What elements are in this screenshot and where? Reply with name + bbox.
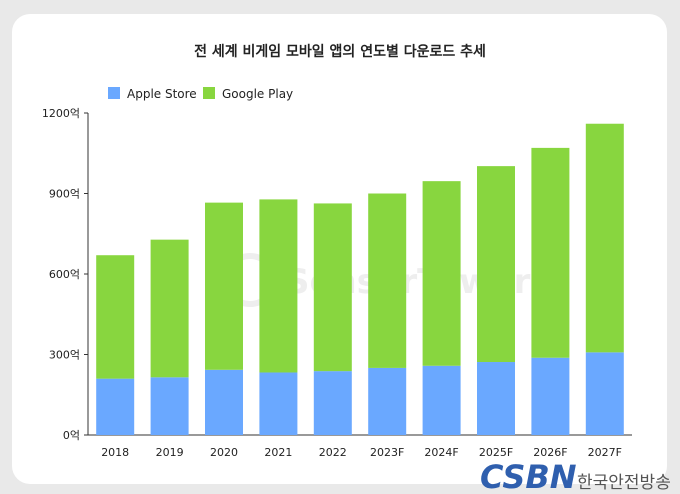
bar-apple-store-2026F (531, 357, 570, 435)
x-axis-ticks: 2018 2019 2020 2021 2022 2023F 2024F 2025F 2026F… (101, 446, 622, 459)
y-axis-ticks: 0억 300억 600억 900억 1200억 (42, 107, 88, 442)
bar-apple-store-2020 (205, 369, 243, 435)
bar-google-play-2027F (585, 123, 624, 353)
bar-google-play-2019 (150, 239, 189, 378)
bar-google-play-2026F (531, 147, 570, 358)
x-tick-label: 2027F (588, 446, 622, 459)
bar-apple-store-2022 (313, 371, 352, 435)
bar-google-play-2024F (422, 181, 461, 366)
broadcaster-logo: CSBN 한국안전방송 (480, 458, 671, 494)
x-tick-label: 2018 (101, 446, 129, 459)
logo-mark: CSBN (480, 458, 577, 494)
x-tick-label: 2019 (156, 446, 184, 459)
bar-google-play-2025F (477, 166, 515, 363)
bar-apple-store-2021 (259, 372, 298, 435)
bar-apple-store-2024F (422, 365, 461, 435)
x-tick-label: 2025F (479, 446, 513, 459)
y-tick-label: 600억 (49, 268, 80, 281)
legend-label-apple-store: Apple Store (127, 87, 197, 101)
bar-apple-store-2025F (477, 362, 515, 435)
y-tick-label: 900억 (49, 188, 80, 201)
chart-title: 전 세계 비게임 모바일 앱의 연도별 다운로드 추세 (194, 43, 486, 60)
y-tick-label: 0억 (63, 429, 80, 442)
legend-label-google-play: Google Play (222, 87, 293, 101)
bar-apple-store-2018 (96, 378, 135, 435)
bars (96, 123, 624, 435)
bar-google-play-2022 (313, 203, 352, 372)
bar-google-play-2020 (205, 202, 243, 370)
x-tick-label: 2024F (424, 446, 458, 459)
bar-apple-store-2019 (150, 377, 189, 435)
bar-apple-store-2027F (585, 352, 624, 435)
bar-google-play-2018 (96, 255, 135, 379)
bar-google-play-2021 (259, 199, 298, 373)
legend: Apple Store Google Play (108, 87, 293, 101)
legend-swatch-google-play (203, 87, 215, 99)
x-tick-label: 2026F (533, 446, 567, 459)
bar-apple-store-2023F (368, 367, 407, 435)
y-tick-label: 1200억 (42, 107, 80, 120)
x-tick-label: 2021 (264, 446, 292, 459)
logo-text: 한국안전방송 (577, 473, 671, 493)
bar-google-play-2023F (368, 193, 407, 368)
legend-swatch-apple-store (108, 87, 120, 99)
x-tick-label: 2023F (370, 446, 404, 459)
x-tick-label: 2022 (319, 446, 347, 459)
x-tick-label: 2020 (210, 446, 238, 459)
y-tick-label: 300억 (49, 349, 80, 362)
